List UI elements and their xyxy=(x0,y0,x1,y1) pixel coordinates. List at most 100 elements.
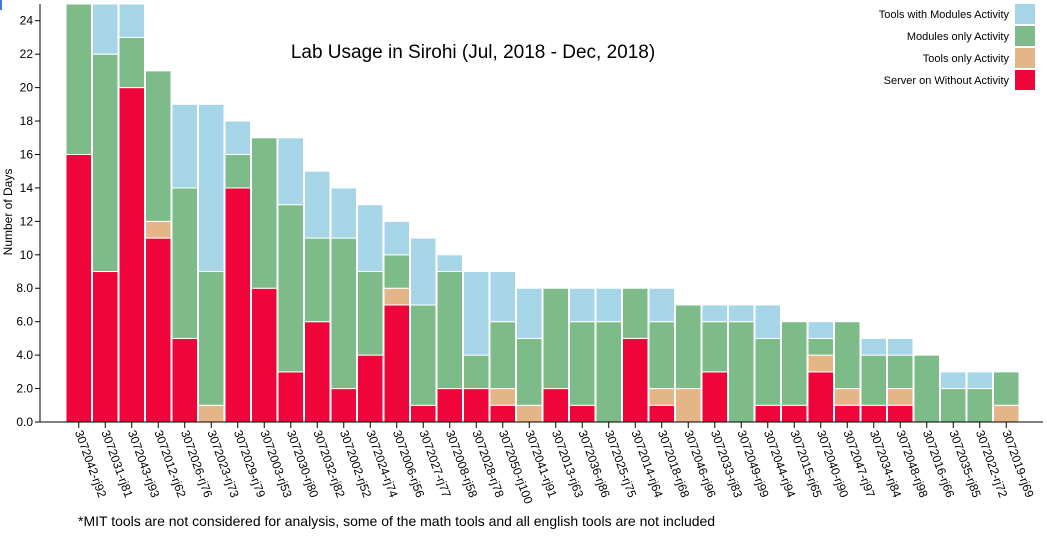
bar-segment xyxy=(463,388,490,423)
bar-segment xyxy=(436,254,463,273)
bar-segment xyxy=(622,337,649,423)
bar-segment xyxy=(807,321,834,339)
bar-segment xyxy=(489,388,516,406)
bar-segment xyxy=(489,404,516,423)
bar-segment xyxy=(463,271,490,356)
bar-segment xyxy=(277,371,304,423)
chart-title: Lab Usage in Sirohi (Jul, 2018 - Dec, 20… xyxy=(291,42,655,63)
y-tick-label: 18 xyxy=(20,114,34,128)
legend-swatch xyxy=(1015,4,1035,24)
bar-segment xyxy=(198,404,225,423)
bar-segment xyxy=(489,271,516,323)
bar-segment xyxy=(145,237,172,423)
bar-segment xyxy=(542,287,569,390)
bar-segment xyxy=(436,388,463,423)
legend: Tools with Modules Activity Modules only … xyxy=(879,4,1035,90)
bar-segment xyxy=(65,153,92,423)
bar-segment xyxy=(198,271,225,406)
bar-segment xyxy=(834,404,861,423)
bar-segment xyxy=(357,271,384,356)
bar-segment xyxy=(304,170,331,239)
y-tick-label: 2.0 xyxy=(16,382,33,396)
bar-segment xyxy=(860,337,887,356)
legend-swatch xyxy=(1015,26,1035,46)
bar-segment xyxy=(224,120,251,155)
y-tick-label: 6.0 xyxy=(16,315,33,329)
bar-segment xyxy=(145,70,172,222)
y-tick-label: 0.0 xyxy=(16,415,33,429)
bar-segment xyxy=(198,103,225,273)
bar-segment xyxy=(675,388,702,423)
bar-segment xyxy=(171,103,198,189)
y-axis: 0.0 2.0 4.0 6.0 8.0 10 12 14 16 18 20 22 24 xyxy=(16,4,41,429)
bar-segment xyxy=(330,388,357,423)
bar-segment xyxy=(118,87,145,423)
bar-segment xyxy=(807,354,834,373)
bar-segment xyxy=(65,3,92,155)
bar-segment xyxy=(966,371,993,390)
bar-segment xyxy=(224,187,251,423)
bar-segment xyxy=(648,388,675,406)
bar-segment xyxy=(595,321,622,423)
bar-segment xyxy=(728,304,755,323)
bar-segment xyxy=(993,371,1020,406)
bar-segment xyxy=(595,287,622,323)
bar-segment xyxy=(436,271,463,390)
bar-segment xyxy=(569,287,596,323)
bar-segment xyxy=(277,204,304,373)
bar-segment xyxy=(383,287,410,306)
bar-segment xyxy=(887,388,914,406)
bar-segment xyxy=(648,321,675,390)
legend-label: Tools only Activity xyxy=(923,53,1010,65)
y-axis-label: Number of Days xyxy=(1,169,15,256)
bar-segment xyxy=(781,321,808,406)
bar-segment xyxy=(304,321,331,423)
bar-segment xyxy=(754,404,781,423)
bar-segment xyxy=(383,254,410,289)
bar-segment xyxy=(648,404,675,423)
bar-segment xyxy=(966,388,993,423)
bar-segment xyxy=(648,287,675,323)
bar-segment xyxy=(754,337,781,406)
bar-segment xyxy=(701,371,728,423)
legend-swatch xyxy=(1015,70,1035,90)
bar-segment xyxy=(993,404,1020,423)
bar-segment xyxy=(383,304,410,423)
y-tick-label: 4.0 xyxy=(16,348,33,362)
bar-segment xyxy=(887,337,914,356)
bar-segment xyxy=(92,3,119,55)
bar-segment xyxy=(860,404,887,423)
y-tick-label: 24 xyxy=(20,14,34,28)
bar-segment xyxy=(357,204,384,273)
plot-area xyxy=(65,3,1020,423)
bar-segment xyxy=(516,337,543,406)
bar-segment xyxy=(410,404,437,423)
bar-segment xyxy=(569,321,596,406)
bar-segment xyxy=(701,304,728,323)
bar-segment xyxy=(251,137,278,289)
bar-segment xyxy=(118,3,145,38)
bar-segment xyxy=(92,53,119,273)
bar-segment xyxy=(171,187,198,339)
legend-label: Tools with Modules Activity xyxy=(879,9,1010,21)
bar-segment xyxy=(410,304,437,406)
bar-segment xyxy=(701,321,728,373)
legend-label: Modules only Activity xyxy=(907,31,1010,43)
y-tick-label: 22 xyxy=(20,47,34,61)
bar-segment xyxy=(940,388,967,423)
bar-segment xyxy=(622,287,649,339)
bar-segment xyxy=(887,404,914,423)
bar-segment xyxy=(728,321,755,423)
bar-segment xyxy=(569,404,596,423)
footnote: *MIT tools are not considered for analys… xyxy=(78,513,716,529)
bar-segment xyxy=(781,404,808,423)
bar-segment xyxy=(807,337,834,356)
bar-segment xyxy=(463,354,490,390)
x-axis: 3072042-rj923072031-rj813072043-rj933072… xyxy=(40,421,1043,506)
bar-segment xyxy=(171,337,198,423)
bar-segment xyxy=(516,287,543,339)
bar-segment xyxy=(277,137,304,206)
legend-swatch xyxy=(1015,48,1035,68)
legend-label: Server on Without Activity xyxy=(884,75,1010,87)
